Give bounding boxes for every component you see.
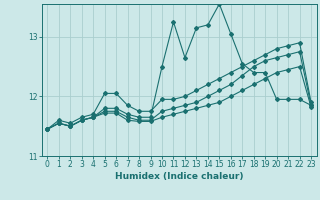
X-axis label: Humidex (Indice chaleur): Humidex (Indice chaleur)	[115, 172, 244, 181]
